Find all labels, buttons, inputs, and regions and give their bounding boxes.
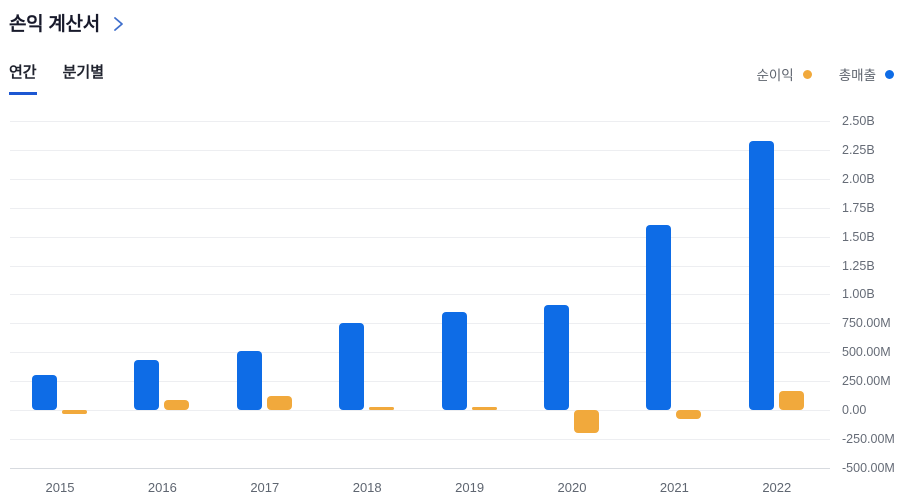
gridline (10, 207, 830, 209)
y-axis-label: 0.00 (842, 403, 867, 417)
gridline (10, 121, 830, 122)
x-axis-label-2016: 2016 (147, 480, 177, 495)
net-income-bar-2022[interactable] (778, 390, 804, 410)
x-axis-label-2015: 2015 (45, 480, 75, 495)
legend-label: 순이익 (756, 68, 794, 83)
gridline (10, 294, 830, 296)
gridline (10, 178, 830, 180)
net-income-bar-2017[interactable] (266, 396, 292, 410)
header: 손익 계산서 (9, 9, 124, 36)
revenue-bar-2019[interactable] (441, 311, 467, 410)
legend-label: 총매출 (838, 68, 876, 83)
net-income-bar-2021[interactable] (676, 410, 702, 420)
revenue-bar-2018[interactable] (339, 323, 365, 410)
gridline (10, 265, 830, 267)
gridline (10, 410, 830, 411)
revenue-bar-2020[interactable] (544, 304, 569, 410)
chevron-right-icon[interactable] (113, 16, 124, 32)
net-income-bar-2020[interactable] (574, 410, 599, 434)
net-income-legend-dot-icon (802, 69, 812, 79)
y-axis-label: 2.00B (842, 171, 875, 186)
chart-legend: 순이익 총매출 (756, 64, 894, 84)
revenue-bar-2022[interactable] (748, 140, 774, 410)
x-axis-label-2019: 2019 (455, 480, 485, 495)
net-income-bar-2019[interactable] (471, 406, 497, 410)
x-axis-label-2017: 2017 (250, 480, 280, 495)
revenue-legend-dot-icon (885, 69, 894, 79)
gridline (10, 467, 830, 469)
y-axis-label: 1.75B (842, 200, 875, 215)
y-axis-label: 1.25B (842, 258, 875, 273)
page-title: 손익 계산서 (9, 14, 100, 35)
revenue-bar-2021[interactable] (646, 225, 672, 410)
y-axis-label: 2.25B (842, 142, 875, 157)
x-axis-label-2021: 2021 (659, 480, 689, 495)
gridline (10, 323, 830, 325)
y-axis-label: -500.00M (842, 460, 895, 475)
tab-annual[interactable]: 연간 (9, 61, 37, 95)
y-axis-label: 2.50B (842, 114, 875, 128)
gridline (10, 236, 830, 238)
legend-item-revenue[interactable]: 총매출 (839, 64, 894, 84)
y-axis-label: 1.00B (842, 287, 875, 302)
gridline (10, 381, 830, 383)
x-axis-label-2018: 2018 (352, 480, 382, 495)
period-tabs: 연간 분기별 (9, 61, 104, 95)
y-axis-label: 250.00M (842, 374, 891, 389)
revenue-bar-2015[interactable] (32, 375, 57, 410)
revenue-bar-2016[interactable] (134, 360, 160, 410)
x-axis-label-2020: 2020 (557, 480, 587, 495)
y-axis-label: 500.00M (842, 345, 891, 360)
net-income-bar-2015[interactable] (62, 410, 87, 414)
gridline (10, 438, 830, 440)
tab-quarterly[interactable]: 분기별 (62, 64, 105, 81)
y-axis-label: 1.50B (842, 229, 875, 244)
net-income-bar-2018[interactable] (369, 406, 395, 410)
y-axis-label: -250.00M (842, 431, 895, 446)
legend-item-net-income[interactable]: 순이익 (756, 64, 812, 84)
gridline (10, 149, 830, 151)
net-income-bar-2016[interactable] (164, 400, 190, 410)
y-axis-label: 750.00M (842, 316, 891, 331)
x-axis-label-2022: 2022 (762, 480, 792, 495)
revenue-bar-2017[interactable] (236, 351, 262, 410)
gridline (10, 352, 830, 354)
